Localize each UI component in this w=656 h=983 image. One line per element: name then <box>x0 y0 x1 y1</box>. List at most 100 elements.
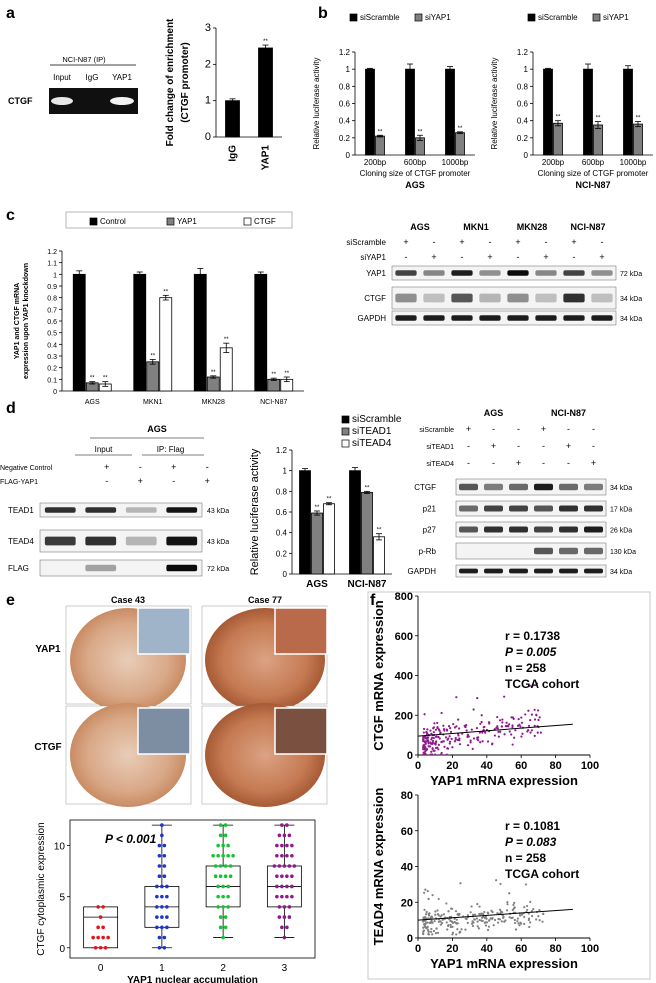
y-tick-label: 0 <box>53 389 57 396</box>
x-tick-label: 200bp <box>542 158 565 167</box>
x-tick-label: 40 <box>481 943 493 955</box>
data-point <box>449 726 452 730</box>
ihc-row-ctgf: CTGF <box>34 742 61 753</box>
data-point <box>211 853 215 858</box>
data-point <box>529 719 532 722</box>
data-point <box>162 874 167 879</box>
data-point <box>537 718 540 722</box>
data-point <box>275 843 279 848</box>
data-point <box>423 745 426 748</box>
sign-label: + <box>571 237 576 247</box>
data-point <box>523 915 526 919</box>
condition-label: Negative Control <box>0 465 53 472</box>
data-point <box>510 733 513 736</box>
data-point <box>155 884 159 889</box>
bar <box>323 503 335 575</box>
bar <box>254 273 268 392</box>
sign-label: - <box>489 237 492 247</box>
data-point <box>533 734 536 738</box>
data-point <box>453 726 457 729</box>
y-tick-label: 1.1 <box>47 261 57 268</box>
blot-band <box>591 293 613 303</box>
data-point <box>452 722 455 726</box>
data-point <box>502 916 505 919</box>
data-point <box>531 685 534 688</box>
blot-strip <box>455 564 607 578</box>
x-tick-label: 60 <box>515 760 527 772</box>
y-tick-label: 1 <box>53 272 57 279</box>
data-point <box>427 930 430 934</box>
data-point <box>528 684 531 687</box>
blot-band <box>423 270 445 276</box>
data-point <box>218 925 223 930</box>
data-point <box>539 731 543 734</box>
ihc-case-43: Case 43 <box>111 595 145 605</box>
kda-label: 34 kDa <box>620 296 642 303</box>
chart-d: 0 0.2 0.4 0.6 0.8 1 1.2 ** ** AGS ** ** NCI-N87 Relat… <box>249 414 402 590</box>
data-point <box>439 920 442 923</box>
chart-b-ags: 0 0.2 0.4 0.6 0.8 1 1.2 ** 200bp ** 600bp ** 1000bp R… <box>312 13 475 190</box>
blot-band <box>584 505 603 512</box>
blot-band <box>451 293 473 303</box>
x-tick-label: 80 <box>549 760 561 772</box>
condition-label: siScramble <box>419 427 454 434</box>
blot-d-coip: AGS Input IP: Flag Negative Control + - + - FLAG… <box>0 424 229 577</box>
data-point <box>456 912 460 916</box>
chart-c: 0 0.1 0.2 0.3 0.4 0.5 0.6 0.7 0.8 0.9 1 1.1 1.2 ** ** A… <box>14 211 304 406</box>
data-point <box>455 725 458 728</box>
data-point <box>535 918 538 921</box>
p-value-label: P < 0.001 <box>105 832 157 846</box>
data-point <box>429 753 432 756</box>
data-point <box>476 696 479 700</box>
data-point <box>487 919 491 922</box>
x-tick-label: 60 <box>515 943 527 955</box>
data-point <box>218 915 223 919</box>
data-point <box>165 894 169 899</box>
y-axis-label: Relative luciferase activity <box>249 448 261 575</box>
data-point <box>160 833 164 838</box>
y-tick-label: 1.2 <box>517 48 529 57</box>
chart-e-boxplot: 0 5 10 P < 0.001 0 1 2 3 YAP1 nuclear accumulati… <box>36 819 316 983</box>
y-tick-label: 0.2 <box>47 366 57 373</box>
blot-band <box>85 507 117 513</box>
data-point <box>454 910 458 913</box>
y-tick-label: 1.2 <box>276 446 288 455</box>
data-point <box>162 853 167 858</box>
blot-band <box>459 568 478 574</box>
data-point <box>425 910 428 914</box>
data-point <box>520 721 524 724</box>
data-point <box>430 915 433 918</box>
tissue-inset-image <box>137 707 191 755</box>
box <box>83 906 119 949</box>
sign-label: - <box>206 462 209 472</box>
data-point <box>456 928 459 931</box>
data-point <box>216 884 220 889</box>
data-point <box>482 915 485 918</box>
data-point <box>290 853 294 858</box>
data-point <box>520 735 523 738</box>
panel-letter-f: f <box>370 592 376 609</box>
data-point <box>466 921 469 925</box>
sign-label: - <box>592 424 595 434</box>
significance-label: ** <box>224 337 229 343</box>
blot-band <box>535 315 557 321</box>
bar <box>543 68 553 156</box>
data-point <box>482 912 485 916</box>
data-point <box>523 906 526 909</box>
data-point <box>277 915 282 919</box>
sign-label: - <box>542 458 545 468</box>
blot-row-label: GAPDH <box>358 314 387 323</box>
data-point <box>272 864 277 868</box>
data-point <box>439 923 442 926</box>
data-point <box>280 843 284 848</box>
data-point <box>223 874 228 879</box>
kda-label: 72 kDa <box>207 566 229 573</box>
ihc-panel: Case 43 Case 77 YAP1 CTGF <box>34 595 328 807</box>
data-point <box>218 833 223 838</box>
significance-label: ** <box>377 528 382 534</box>
data-point <box>496 921 500 924</box>
tissue-inset-image <box>137 607 191 655</box>
data-point <box>449 925 452 929</box>
blot-band <box>507 270 529 276</box>
data-point <box>430 732 433 735</box>
